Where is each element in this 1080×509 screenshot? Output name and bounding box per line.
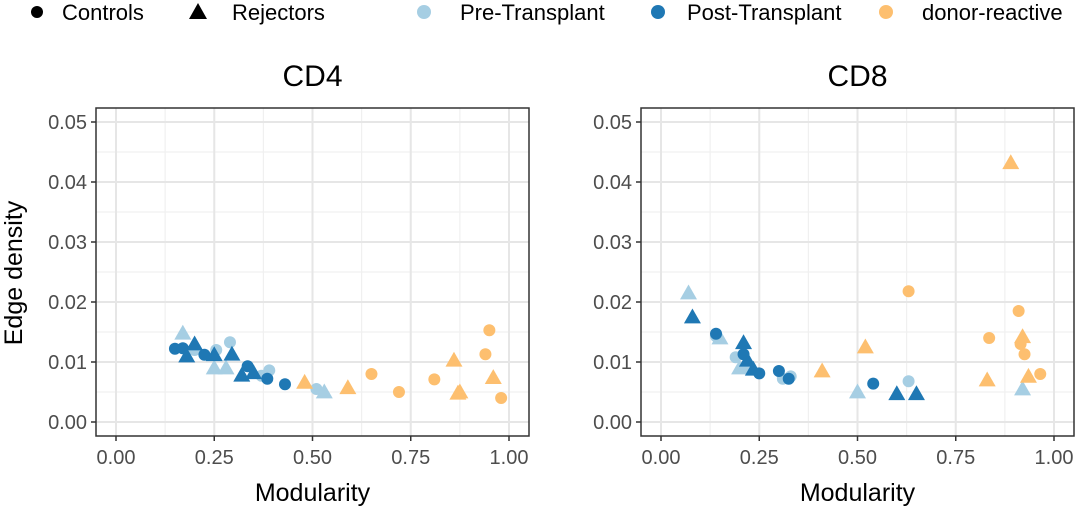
data-point-circle [483,324,496,337]
data-point-triangle [1014,328,1032,344]
panel-cd8: CD8 0.00 0.25 0.50 0.75 1.00 0.00 0.01 0.02 0.03 0… [593,60,1075,507]
data-point-triangle [484,369,502,384]
y-tick-label: 0.02 [593,292,632,314]
data-point-circle [902,375,915,388]
legend-label-rejectors: Rejectors [232,0,325,25]
data-point-triangle [978,371,996,387]
data-point-triangle [849,383,866,399]
y-tick-label: 0.00 [593,412,632,434]
data-point-triangle [296,373,314,389]
legend-color-post [651,5,665,19]
panel-title: CD4 [282,60,342,93]
legend-circle-marker [31,6,43,18]
x-axis-label: Modularity [800,479,916,507]
data-point-triangle [205,359,223,375]
data-point-triangle [451,383,469,399]
data-point-circle [1034,368,1047,380]
data-point-circle [710,327,723,340]
legend-color-donor [879,5,893,19]
x-tick-label: 0.25 [740,447,779,469]
legend-label-post: Post-Transplant [687,0,841,25]
y-tick-label: 0.04 [48,172,87,194]
data-point-triangle [738,351,756,367]
data-point-circle [772,365,785,377]
x-tick-label: 0.25 [195,447,234,469]
data-point-triangle [174,324,192,340]
data-point-triangle [445,351,463,367]
y-tick-label: 0.01 [48,352,87,374]
plot-border [95,107,530,437]
data-point-triangle [735,334,753,350]
x-tick-label: 0.00 [642,447,681,469]
data-point-triangle [339,379,357,395]
data-point-circle [495,392,508,404]
data-point-circle [753,367,766,380]
data-point-triangle [888,385,906,401]
x-axis-label: Modularity [255,479,371,507]
y-tick-label: 0.05 [48,112,87,134]
data-point-triangle [245,364,263,380]
x-tick-label: 0.50 [838,447,877,469]
data-point-triangle [683,308,701,324]
legend-color-pre [417,5,431,19]
data-point-triangle [813,362,831,378]
data-point-circle [198,348,211,361]
data-point-circle [365,368,378,380]
data-point-circle [241,360,254,373]
y-tick-label: 0.04 [593,172,632,194]
y-tick-label: 0.03 [48,232,87,254]
data-point-circle [983,332,996,344]
data-point-triangle [315,383,333,399]
legend-label-controls: Controls [62,0,144,25]
data-point-triangle [1014,380,1032,396]
data-point-triangle [205,346,223,362]
data-point-circle [223,336,236,349]
data-point-circle [1012,305,1025,317]
data-point-triangle [1002,154,1020,170]
y-axis-label: Edge density [0,200,28,345]
legend-label-pre: Pre-Transplant [460,0,605,25]
data-point-triangle [178,347,196,363]
data-point-triangle [217,359,235,375]
data-point-circle [782,372,795,385]
y-tick-label: 0.02 [48,292,87,314]
x-tick-label: 1.00 [1035,447,1074,469]
panel-title: CD8 [827,60,887,93]
data-point-triangle [856,338,874,354]
data-point-circle [479,348,492,361]
data-point-triangle [186,335,204,351]
plot-border [640,107,1075,437]
data-point-circle [428,373,441,386]
data-point-triangle [680,284,698,300]
x-tick-label: 0.00 [97,447,136,469]
legend-label-donor: donor-reactive [922,0,1063,25]
y-tick-label: 0.03 [593,232,632,254]
data-point-triangle [1019,367,1037,383]
x-tick-label: 0.75 [936,447,975,469]
y-tick-label: 0.05 [593,112,632,134]
y-tick-label: 0.00 [48,412,87,434]
data-point-circle [867,377,880,390]
data-point-circle [902,285,915,298]
data-point-circle [261,372,274,385]
y-tick-label: 0.01 [593,352,632,374]
x-tick-label: 1.00 [490,447,529,469]
panel-cd4: CD4 0.00 0.25 0.50 0.75 1.00 0.00 0.01 0.02 0.03 0… [48,60,530,507]
x-tick-label: 0.75 [391,447,430,469]
data-point-circle [1018,348,1031,361]
data-point-circle [310,383,323,395]
legend-triangle-marker [189,3,207,19]
legend: Controls Rejectors Pre-Transplant Post-T… [31,0,1063,25]
data-point-triangle [223,345,241,361]
x-tick-label: 0.50 [293,447,332,469]
data-point-circle [278,378,291,391]
data-point-triangle [907,385,925,401]
data-point-circle [392,386,405,398]
